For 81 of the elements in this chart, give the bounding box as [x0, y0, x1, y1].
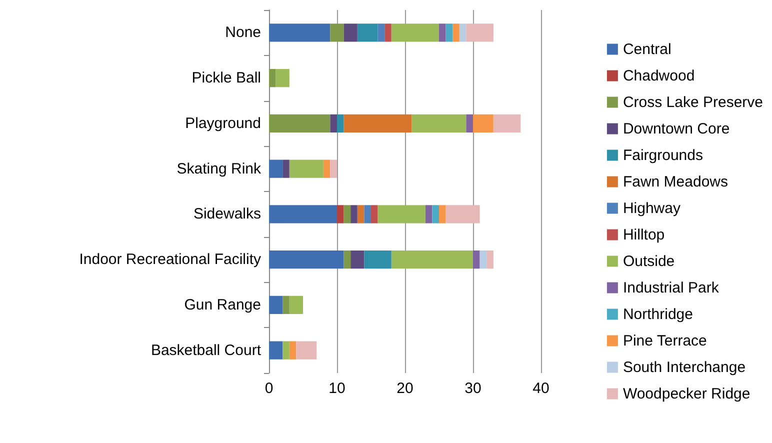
- x-tick-label: 10: [328, 380, 346, 397]
- x-tick-label: 30: [464, 380, 482, 397]
- bar: [350, 205, 358, 224]
- bar: [473, 114, 494, 133]
- bar: [486, 250, 494, 269]
- y-tick-label: Sidewalks: [193, 206, 261, 223]
- bar: [282, 341, 290, 360]
- bar: [289, 296, 303, 314]
- x-tick-label: 20: [396, 380, 414, 397]
- y-tick-label: Basketball Court: [150, 342, 262, 359]
- legend-label: Central: [622, 40, 672, 58]
- bar: [446, 205, 480, 224]
- bar: [282, 296, 290, 314]
- bar: [269, 68, 276, 88]
- legend-label: Outside: [622, 252, 675, 270]
- y-tick-label: Indoor Recreational Facility: [79, 251, 262, 268]
- bar: [378, 205, 426, 224]
- bar: [282, 160, 290, 178]
- bar: [296, 341, 317, 360]
- bar: [459, 24, 466, 42]
- bar: [493, 114, 521, 133]
- y-tick-label: Playground: [185, 114, 261, 132]
- legend-label: Pine Terrace: [622, 332, 707, 350]
- bar: [350, 250, 364, 269]
- bar: [344, 250, 351, 269]
- bar: [269, 341, 283, 360]
- bar: [330, 24, 344, 42]
- legend-label: Chadwood: [622, 67, 695, 84]
- bar: [323, 160, 330, 178]
- bar: [371, 205, 378, 224]
- bar: [432, 205, 439, 224]
- bar: [269, 296, 283, 314]
- legend-label: Cross Lake Preserve: [622, 94, 764, 111]
- legend-label: Woodpecker Ridge: [622, 385, 750, 402]
- bar: [439, 205, 446, 224]
- legend-label: Downtown Core: [622, 120, 730, 138]
- bar: [289, 160, 324, 178]
- bar: [357, 24, 378, 42]
- legend-label: Fairgrounds: [622, 146, 703, 164]
- bar: [378, 24, 385, 42]
- legend-label: Highway: [622, 200, 681, 217]
- bar: [357, 205, 364, 224]
- bar: [364, 250, 392, 269]
- y-tick-label: Pickle Ball: [192, 70, 261, 87]
- bar: [269, 250, 344, 269]
- legend-label: Northridge: [622, 306, 693, 323]
- legend-label: Hilltop: [622, 226, 665, 244]
- bar: [391, 250, 473, 269]
- bar: [384, 24, 392, 42]
- bar: [466, 114, 473, 133]
- bar: [364, 205, 371, 224]
- bar: [276, 68, 290, 88]
- bar: [269, 160, 283, 178]
- legend-label: South Interchange: [622, 358, 746, 376]
- bar: [269, 24, 330, 42]
- bar: [344, 114, 412, 133]
- bar: [337, 205, 344, 224]
- y-tick-label: None: [225, 24, 261, 42]
- bar: [289, 341, 296, 360]
- bar: [330, 114, 337, 133]
- bar: [473, 250, 480, 269]
- bar: [452, 24, 460, 42]
- bar: [425, 205, 432, 224]
- legend-label: Industrial Park: [622, 279, 720, 296]
- y-tick-label: Gun Range: [184, 296, 261, 314]
- bar: [391, 24, 439, 42]
- bar: [446, 24, 453, 42]
- bar: [480, 250, 487, 269]
- bar: [269, 114, 330, 133]
- bar: [466, 24, 494, 42]
- y-tick-label: Skating Rink: [176, 160, 262, 178]
- bar: [344, 24, 358, 42]
- bar: [412, 114, 466, 133]
- legend-label: Fawn Meadows: [622, 173, 728, 190]
- bar: [337, 114, 344, 133]
- bar: [344, 205, 351, 224]
- x-tick-label: 0: [264, 380, 274, 397]
- bar: [330, 160, 337, 178]
- bar: [439, 24, 446, 42]
- bar: [269, 205, 337, 224]
- x-tick-label: 40: [532, 380, 550, 397]
